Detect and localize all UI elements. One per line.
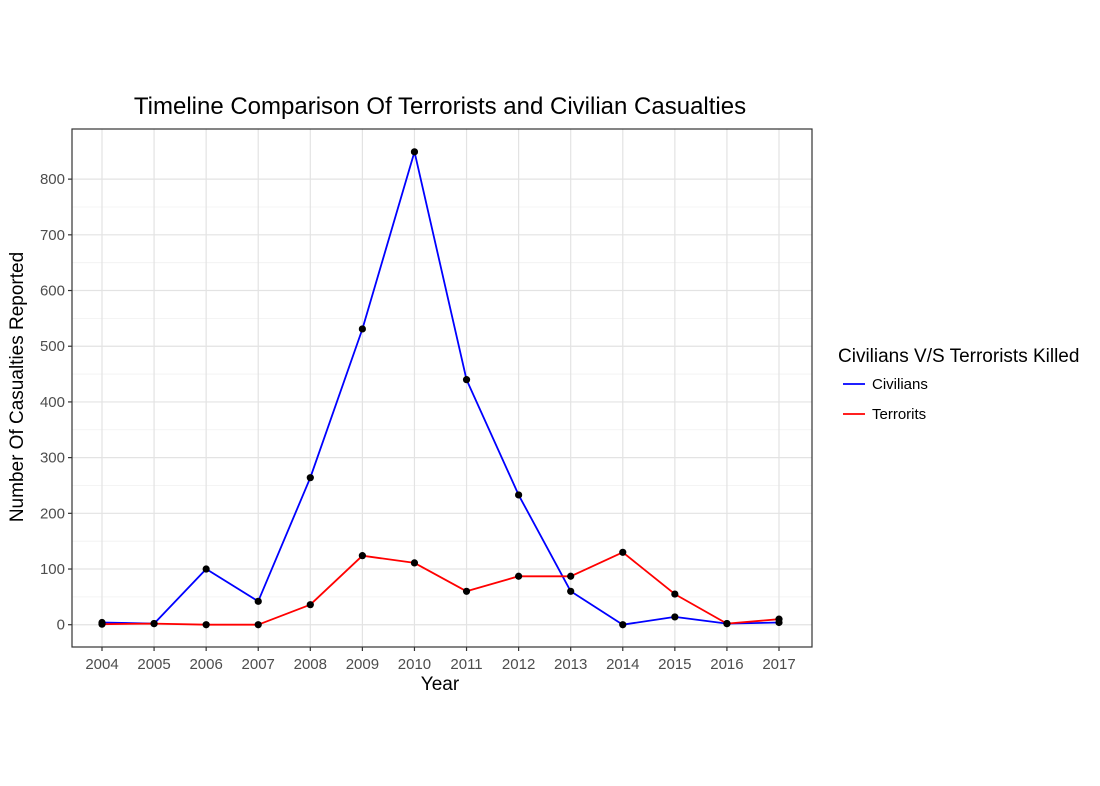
- point-civilians-2010: [410, 148, 419, 156]
- point-civilians-2012: [515, 491, 523, 499]
- legend-label-civilians: Civilians: [872, 376, 928, 393]
- x-tick-label: 2011: [450, 656, 482, 673]
- point-terrorits-2009: [358, 552, 366, 560]
- y-tick-label: 0: [57, 617, 65, 634]
- grid-lines: [72, 129, 812, 647]
- point-terrorits-2004: [98, 620, 106, 628]
- point-terrorits-2012: [515, 572, 523, 580]
- series-line-civilians: [101, 150, 780, 626]
- point-civilians-2011: [462, 376, 471, 384]
- y-axis-title: Number Of Casualties Reported: [7, 252, 28, 522]
- point-terrorits-2010: [410, 559, 419, 567]
- point-civilians-2014: [619, 621, 627, 629]
- point-terrorits-2015: [671, 590, 679, 598]
- series-line-terrorits: [101, 551, 780, 626]
- chart-title: Timeline Comparison Of Terrorists and Ci…: [134, 93, 746, 120]
- point-terrorits-2006: [202, 621, 210, 629]
- point-civilians-2006: [202, 565, 210, 573]
- x-tick-label: 2012: [502, 656, 535, 673]
- y-tick-label: 100: [40, 561, 65, 578]
- x-tick-label: 2014: [606, 656, 639, 673]
- y-tick-label: 800: [40, 171, 65, 188]
- x-tick-label: 2009: [346, 656, 379, 673]
- axis-ticks: 0 100 200 300 400 500 600 700 800 2004 2005 2006 200…: [40, 171, 796, 673]
- y-tick-label: 500: [40, 338, 65, 355]
- plot-panel: [71, 128, 813, 648]
- data-points: [98, 148, 783, 629]
- x-axis-title: Year: [421, 674, 460, 695]
- y-tick-label: 700: [40, 227, 65, 244]
- y-tick-label: 300: [40, 450, 65, 467]
- x-tick-label: 2010: [398, 656, 431, 673]
- point-civilians-2015: [671, 613, 679, 621]
- point-civilians-2013: [567, 587, 575, 595]
- x-tick-label: 2005: [137, 656, 170, 673]
- y-tick-label: 200: [40, 505, 65, 522]
- x-tick-label: 2006: [189, 656, 222, 673]
- x-tick-label: 2016: [710, 656, 743, 673]
- legend-label-terrorits: Terrorits: [872, 406, 926, 423]
- point-terrorits-2008: [306, 601, 314, 609]
- point-terrorits-2017: [775, 615, 783, 623]
- point-civilians-2009: [358, 325, 366, 333]
- x-tick-label: 2015: [658, 656, 691, 673]
- legend: Civilians V/S Terrorists Killed Civilian…: [838, 346, 1079, 423]
- x-tick-label: 2013: [554, 656, 587, 673]
- series-lines: [101, 150, 780, 626]
- legend-title: Civilians V/S Terrorists Killed: [838, 346, 1079, 367]
- point-terrorits-2013: [567, 572, 575, 580]
- x-tick-label: 2008: [294, 656, 327, 673]
- point-civilians-2008: [306, 474, 314, 482]
- y-tick-label: 400: [40, 394, 65, 411]
- point-terrorits-2011: [462, 587, 471, 595]
- point-terrorits-2016: [723, 620, 731, 628]
- point-civilians-2007: [254, 597, 262, 605]
- y-tick-label: 600: [40, 283, 65, 300]
- x-tick-label: 2004: [85, 656, 118, 673]
- x-tick-label: 2007: [242, 656, 275, 673]
- point-terrorits-2007: [254, 621, 262, 629]
- x-tick-label: 2017: [762, 656, 795, 673]
- point-terrorits-2014: [619, 548, 627, 556]
- point-terrorits-2005: [150, 620, 158, 628]
